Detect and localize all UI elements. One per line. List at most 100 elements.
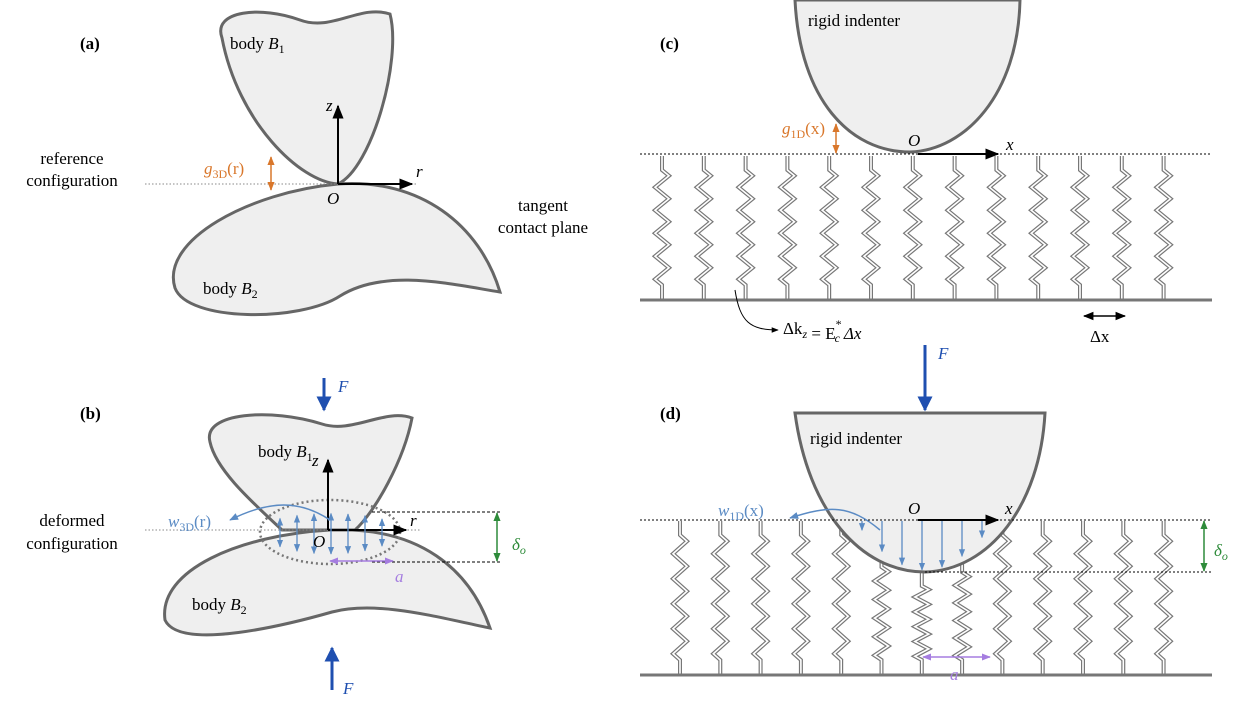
body-b1 [209,415,412,530]
label: body B1 [230,34,285,56]
label: r [416,162,423,181]
label-part: * [836,317,842,331]
panel-label: (a) [80,34,100,53]
label-part: 1D [729,509,744,523]
spring [989,156,1003,299]
label-part: g [204,159,213,178]
spring [1157,521,1171,674]
panel-label: (c) [660,34,679,53]
label-part: body [192,595,230,614]
label: O [908,499,920,518]
label: O [313,532,325,551]
label: w1D(x) [718,501,764,523]
spring [1116,521,1130,674]
label: deformed [39,511,105,530]
label-part: w [718,501,730,520]
spring [834,521,848,674]
label: body B2 [192,595,247,617]
spring [1115,156,1129,299]
label: configuration [26,171,118,190]
label: rigid indenter [808,11,900,30]
label-part: 2 [252,287,258,301]
spring [780,156,794,299]
label: O [908,131,920,150]
label: a [395,567,404,586]
label-part: c [835,331,841,345]
label: Δx [1090,327,1110,346]
label: z [311,451,319,470]
label-part: body [203,279,241,298]
leader [735,290,778,330]
springs [655,156,1171,299]
label-part: B [230,595,241,614]
label: body B2 [203,279,258,301]
spring [754,521,768,674]
label-part: (x) [805,119,825,138]
spring [995,521,1009,674]
label-part: 2 [241,603,247,617]
label-part: B [268,34,279,53]
label: tangent [518,196,568,215]
label: O [327,189,339,208]
label-part: B [296,442,307,461]
spring [906,156,920,299]
label: F [937,344,949,363]
spring [1031,156,1045,299]
label-part: Δk [783,319,803,338]
label: F [337,377,349,396]
label: configuration [26,534,118,553]
label: r [410,511,417,530]
label: δo [512,535,526,557]
label: body B1 [258,442,313,464]
label: x [1004,499,1013,518]
label: z [325,96,333,115]
label: δo [1214,541,1228,563]
spring [1157,156,1171,299]
spring [948,156,962,299]
label-part: (r) [194,512,211,531]
spring [713,521,727,674]
spring [697,156,711,299]
label: F [342,679,354,698]
label-part: (r) [227,159,244,178]
spring [1076,521,1090,674]
panel-label: (b) [80,404,101,423]
panel-c [640,0,1212,330]
spring [1036,521,1050,674]
spring [739,156,753,299]
label-part: w [168,512,180,531]
body-b2 [165,530,490,635]
label: g1D(x) [782,119,825,141]
label-part: 3D [179,520,194,534]
label-part: o [1222,549,1228,563]
label-part: body [258,442,296,461]
spring [655,156,669,299]
label: rigid indenter [810,429,902,448]
label: contact plane [498,218,588,237]
label-part: = E [807,324,835,343]
label: g3D(r) [204,159,244,181]
spring [673,521,687,674]
label-part: Δx [843,324,862,343]
label-part: B [241,279,252,298]
label: reference [40,149,103,168]
figure: (a)body B1zrOg3D(r)referenceconfiguratio… [0,0,1240,706]
spring [822,156,836,299]
label-part: 3D [213,167,228,181]
label-part: 1 [279,42,285,56]
label: a [950,665,959,684]
label: w3D(r) [168,512,211,534]
spring [875,553,889,674]
spring [794,521,808,674]
panel-a [145,12,500,315]
spring [1073,156,1087,299]
label: x [1005,135,1014,154]
label-part: (x) [744,501,764,520]
panel-label: (d) [660,404,681,423]
label-part: 1D [791,127,806,141]
label-part: o [520,543,526,557]
label-part: body [230,34,268,53]
label-part: g [782,119,791,138]
spring [864,156,878,299]
